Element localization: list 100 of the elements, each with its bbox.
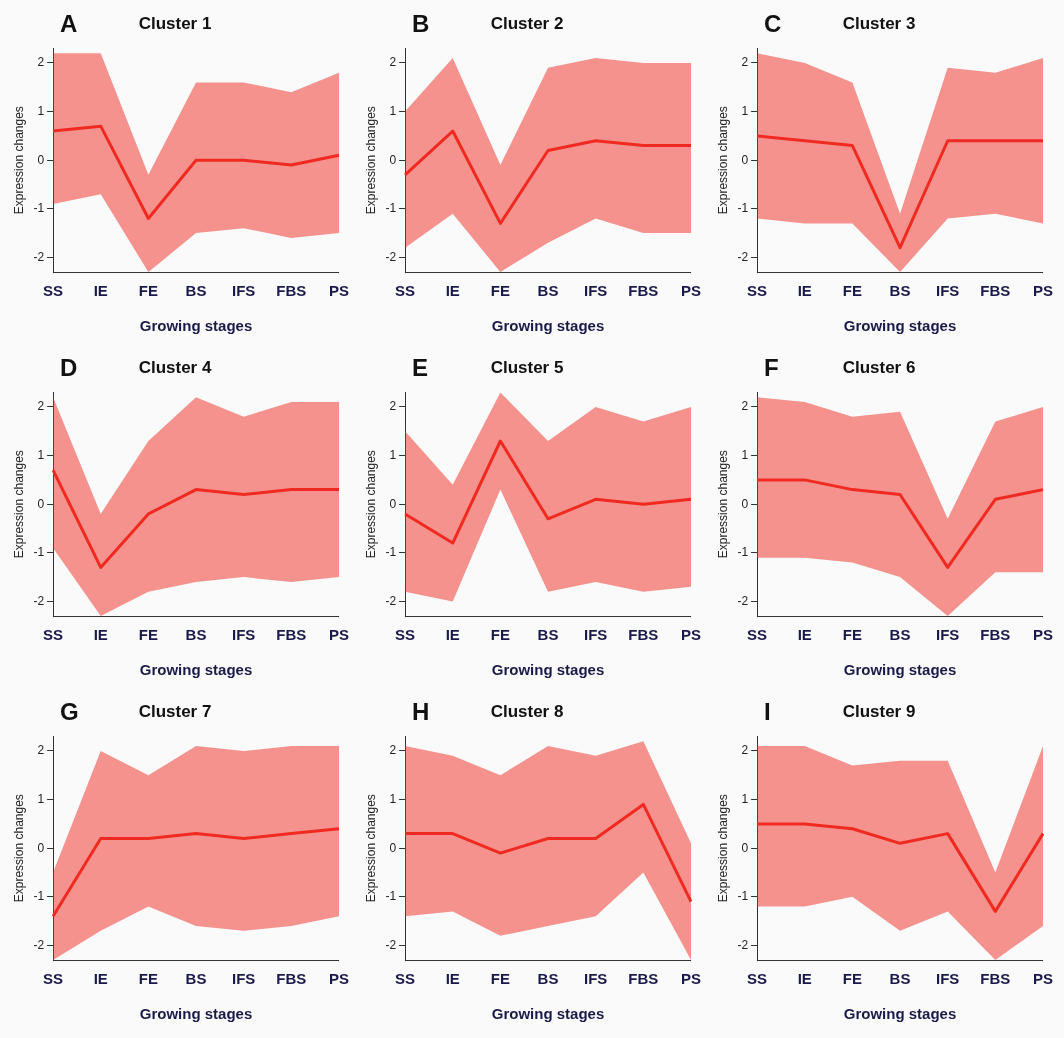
- x-tick-label: BS: [537, 626, 559, 644]
- x-tick-label: SS: [747, 970, 768, 988]
- y-tick-label: -2: [33, 249, 45, 264]
- x-tick-label: IE: [93, 970, 108, 988]
- text: C: [764, 10, 782, 38]
- x-axis-title: Growing stages: [843, 1005, 957, 1023]
- x-tick-label: SS: [747, 626, 768, 644]
- x-tick-label: PS: [1032, 626, 1053, 644]
- chart-title: Cluster 9: [842, 701, 916, 721]
- y-tick-label: 0: [37, 496, 45, 511]
- text: I: [764, 698, 771, 726]
- text: G: [60, 698, 79, 726]
- y-axis-title: Expression changes: [715, 106, 730, 215]
- x-axis-title: Growing stages: [843, 317, 957, 335]
- x-axis-title: Growing stages: [139, 661, 253, 679]
- x-tick-label: PS: [1032, 970, 1053, 988]
- x-tick-label: SS: [395, 970, 416, 988]
- y-axis-title: Expression changes: [363, 794, 378, 903]
- x-tick-label: IFS: [936, 626, 960, 644]
- y-tick-label: -1: [33, 889, 45, 904]
- x-tick-label: IE: [797, 970, 812, 988]
- y-tick-label: -1: [737, 545, 749, 560]
- chart-title: Cluster 7: [138, 701, 212, 721]
- x-tick-label: IFS: [232, 282, 256, 300]
- y-tick-label: -2: [385, 937, 397, 952]
- y-tick-label: -2: [385, 249, 397, 264]
- x-tick-label: FBS: [276, 282, 307, 300]
- x-tick-label: FBS: [628, 626, 659, 644]
- y-tick-label: 2: [741, 743, 749, 758]
- x-tick-label: IFS: [232, 970, 256, 988]
- x-tick-label: IE: [445, 970, 460, 988]
- y-tick-label: -2: [33, 593, 45, 608]
- x-tick-label: PS: [328, 282, 349, 300]
- x-tick-label: PS: [328, 626, 349, 644]
- y-tick-label: -2: [737, 593, 749, 608]
- y-tick-label: 2: [37, 743, 45, 758]
- y-axis-title: Expression changes: [715, 794, 730, 903]
- x-tick-label: IE: [93, 282, 108, 300]
- x-tick-label: FE: [138, 970, 158, 988]
- x-tick-label: FBS: [628, 282, 659, 300]
- x-tick-label: BS: [537, 970, 559, 988]
- y-tick-label: 0: [389, 496, 397, 511]
- y-tick-label: 2: [389, 743, 397, 758]
- y-tick-label: 1: [389, 447, 397, 462]
- y-tick-label: 0: [37, 152, 45, 167]
- y-axis-title: Expression changes: [715, 450, 730, 559]
- chart-title: Cluster 5: [490, 357, 564, 377]
- y-axis-title: Expression changes: [363, 450, 378, 559]
- chart-title: Cluster 3: [842, 13, 916, 33]
- x-tick-label: FE: [490, 282, 510, 300]
- y-tick-label: 0: [741, 496, 749, 511]
- y-tick-label: 0: [741, 840, 749, 855]
- x-tick-label: SS: [395, 282, 416, 300]
- x-tick-label: FE: [842, 970, 862, 988]
- y-tick-label: -1: [385, 889, 397, 904]
- x-tick-label: BS: [185, 970, 207, 988]
- x-axis-title: Growing stages: [491, 1005, 605, 1023]
- x-tick-label: BS: [537, 282, 559, 300]
- y-tick-label: 1: [37, 791, 45, 806]
- y-tick-label: -1: [385, 201, 397, 216]
- chart-title: Cluster 4: [138, 357, 212, 377]
- y-tick-label: 0: [37, 840, 45, 855]
- text: D: [60, 354, 78, 382]
- x-axis-title: Growing stages: [843, 661, 957, 679]
- y-tick-label: 2: [37, 399, 45, 414]
- text: H: [412, 698, 430, 726]
- x-tick-label: BS: [185, 626, 207, 644]
- x-axis-title: Growing stages: [491, 317, 605, 335]
- x-axis-title: Growing stages: [491, 661, 605, 679]
- chart-title: Cluster 1: [138, 13, 212, 33]
- x-tick-label: PS: [680, 282, 701, 300]
- y-tick-label: -1: [737, 201, 749, 216]
- y-axis-title: Expression changes: [11, 450, 26, 559]
- y-tick-label: 0: [389, 840, 397, 855]
- x-tick-label: IFS: [232, 626, 256, 644]
- x-tick-label: FE: [138, 626, 158, 644]
- y-axis-title: Expression changes: [11, 106, 26, 215]
- x-tick-label: PS: [328, 970, 349, 988]
- y-tick-label: 2: [741, 399, 749, 414]
- y-tick-label: -1: [737, 889, 749, 904]
- x-tick-label: PS: [1032, 282, 1053, 300]
- x-tick-label: IFS: [584, 970, 608, 988]
- x-tick-label: FE: [490, 626, 510, 644]
- y-tick-label: 1: [37, 447, 45, 462]
- x-tick-label: FE: [490, 970, 510, 988]
- x-tick-label: IE: [445, 282, 460, 300]
- x-tick-label: PS: [680, 970, 701, 988]
- x-tick-label: BS: [185, 282, 207, 300]
- y-tick-label: 0: [389, 152, 397, 167]
- x-tick-label: IFS: [584, 282, 608, 300]
- y-tick-label: -1: [33, 545, 45, 560]
- y-tick-label: -1: [33, 201, 45, 216]
- x-tick-label: SS: [43, 626, 64, 644]
- y-tick-label: -2: [33, 937, 45, 952]
- x-tick-label: IE: [93, 626, 108, 644]
- chart-title: Cluster 2: [490, 13, 564, 33]
- text: B: [412, 10, 430, 38]
- y-tick-label: -1: [385, 545, 397, 560]
- x-tick-label: FE: [842, 626, 862, 644]
- x-tick-label: FBS: [980, 626, 1011, 644]
